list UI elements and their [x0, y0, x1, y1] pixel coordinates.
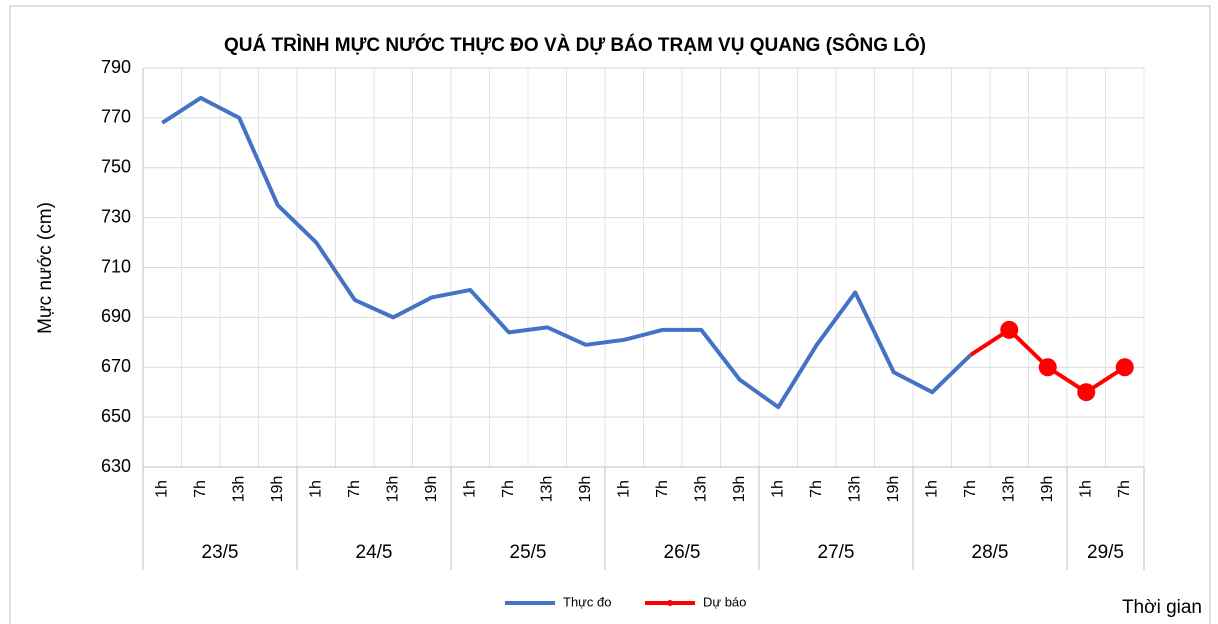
group-label: 25/5	[510, 542, 547, 563]
x-tick-label: 19h	[269, 476, 286, 503]
x-tick-label: 13h	[692, 476, 709, 503]
group-label: 26/5	[664, 542, 701, 563]
x-tick-label: 19h	[423, 476, 440, 503]
x-tick-label: 19h	[1039, 476, 1056, 503]
x-tick-label: 1h	[153, 480, 170, 498]
x-tick-label: 13h	[230, 476, 247, 503]
legend-marker	[667, 600, 673, 606]
series-marker	[1038, 358, 1057, 377]
x-tick-label: 1h	[769, 480, 786, 498]
x-tick-label: 1h	[923, 480, 940, 498]
series-marker	[1077, 383, 1096, 402]
y-tick-label: 650	[101, 406, 131, 426]
group-label: 29/5	[1087, 542, 1124, 563]
x-tick-label: 1h	[1077, 480, 1094, 498]
group-label: 28/5	[972, 542, 1009, 563]
y-tick-label: 630	[101, 456, 131, 476]
x-axis-label: Thời gian	[1122, 597, 1202, 618]
series-marker	[1115, 358, 1134, 377]
y-tick-label: 790	[101, 57, 131, 77]
x-tick-label: 19h	[577, 476, 594, 503]
x-tick-label: 1h	[307, 480, 324, 498]
x-tick-label: 1h	[461, 480, 478, 498]
x-tick-label: 19h	[731, 476, 748, 503]
x-tick-label: 7h	[808, 480, 825, 498]
x-tick-label: 13h	[846, 476, 863, 503]
y-tick-label: 710	[101, 256, 131, 276]
x-tick-label: 7h	[654, 480, 671, 498]
y-tick-label: 670	[101, 356, 131, 376]
group-label: 24/5	[356, 542, 393, 563]
x-tick-label: 7h	[962, 480, 979, 498]
series-line	[161, 95, 973, 410]
x-tick-label: 13h	[384, 476, 401, 503]
chart-title: QUÁ TRÌNH MỰC NƯỚC THỰC ĐO VÀ DỰ BÁO TRẠ…	[224, 34, 926, 56]
x-tick-label: 7h	[1116, 480, 1133, 498]
x-tick-label: 7h	[346, 480, 363, 498]
y-axis-label: Mực nước (cm)	[35, 202, 56, 334]
y-tick-label: 770	[101, 107, 131, 127]
legend-label: Dự báo	[703, 594, 746, 609]
series-marker	[1000, 320, 1019, 339]
x-tick-label: 19h	[885, 476, 902, 503]
y-tick-label: 750	[101, 157, 131, 177]
x-tick-label: 13h	[1000, 476, 1017, 503]
group-label: 23/5	[202, 542, 239, 563]
x-tick-label: 7h	[192, 480, 209, 498]
legend-label: Thực đo	[563, 594, 611, 609]
y-tick-label: 730	[101, 206, 131, 226]
x-tick-label: 1h	[615, 480, 632, 498]
chart-border	[9, 5, 1211, 624]
group-label: 27/5	[818, 542, 855, 563]
x-tick-label: 7h	[500, 480, 517, 498]
y-tick-label: 690	[101, 306, 131, 326]
x-tick-label: 13h	[538, 476, 555, 503]
